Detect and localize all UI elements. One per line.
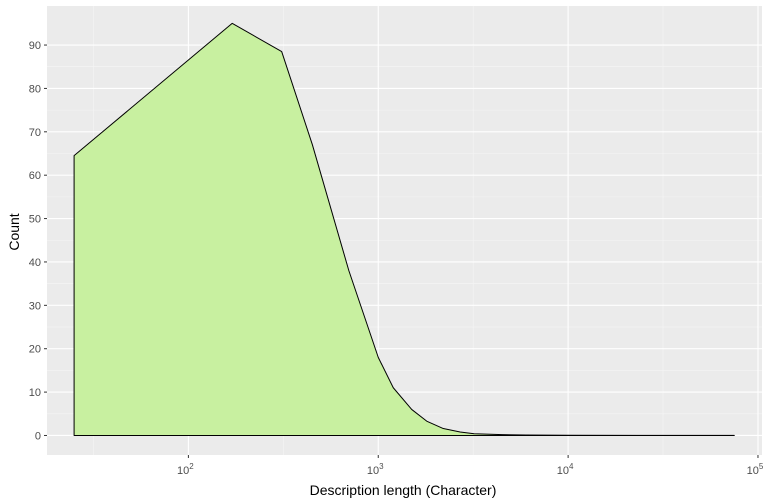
y-axis: 0 10 20 30 40 50 60 70 80 90 <box>29 40 47 442</box>
density-area <box>74 23 735 436</box>
y-tick-label: 10 <box>29 387 41 399</box>
y-tick-label: 50 <box>29 214 41 226</box>
x-axis: 102 103 104 105 <box>177 455 764 477</box>
y-tick-label: 80 <box>29 83 41 95</box>
x-axis-title: Description length (Character) <box>310 482 497 498</box>
y-tick-label: 60 <box>29 170 41 182</box>
density-outline <box>73 22 735 436</box>
y-tick-label: 90 <box>29 40 41 52</box>
y-tick-label: 30 <box>29 300 41 312</box>
x-tick-label: 102 <box>177 462 194 477</box>
y-tick-label: 20 <box>29 344 41 356</box>
y-tick-label: 40 <box>29 257 41 269</box>
x-tick-label: 104 <box>557 462 574 477</box>
y-tick-label: 0 <box>35 430 41 442</box>
y-axis-title: Count <box>6 213 22 250</box>
y-tick-label: 70 <box>29 127 41 139</box>
x-tick-label: 105 <box>747 462 764 477</box>
x-tick-label: 103 <box>367 462 384 477</box>
